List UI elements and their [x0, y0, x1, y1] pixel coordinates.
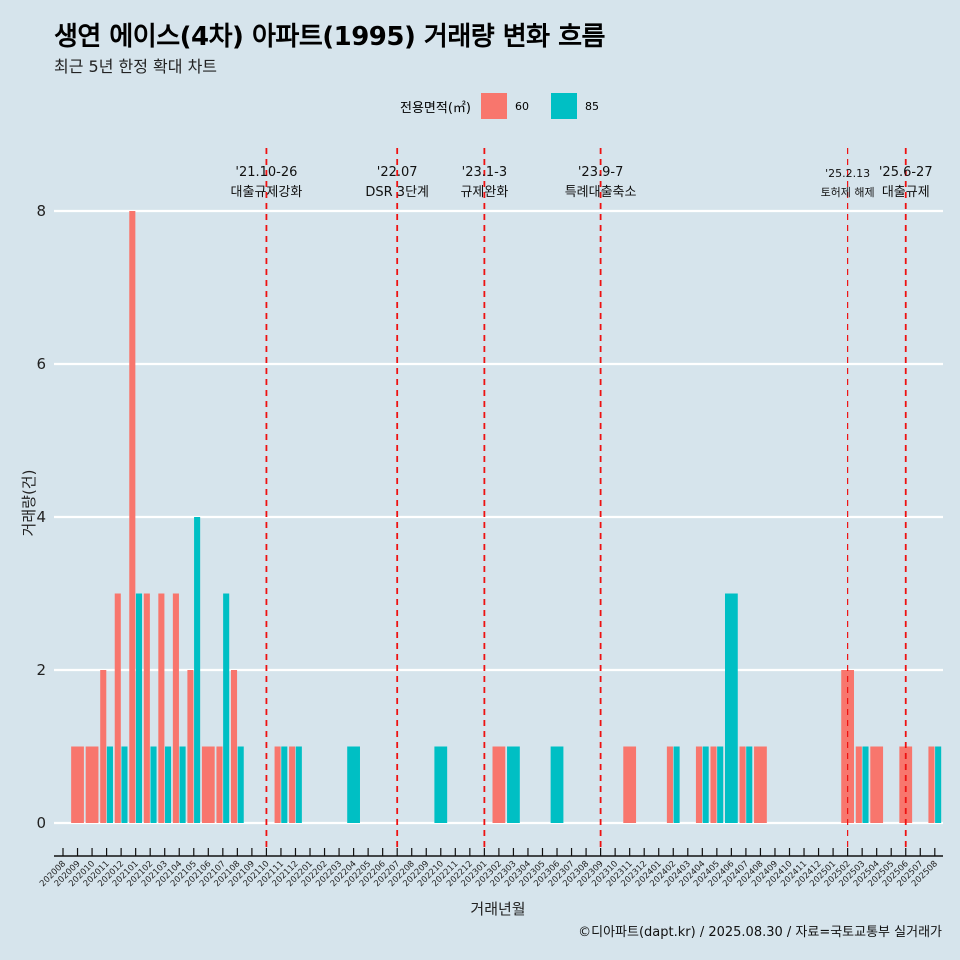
event-label-202110: 대출규제강화	[231, 185, 303, 200]
bar-85-202104	[179, 746, 186, 823]
event-date-202506: '25.6-27	[879, 165, 933, 180]
bar-85-202406	[724, 593, 738, 823]
bar-85-202011	[106, 746, 113, 823]
bar-60-202504	[870, 746, 884, 823]
bar-60-202108	[230, 670, 238, 823]
bar-60-202111	[274, 746, 281, 823]
y-tick-label-0: 0	[36, 814, 46, 832]
bar-60-202106	[201, 746, 215, 823]
event-label-202502: 토허제 해제	[821, 185, 875, 199]
bar-85-202405	[717, 746, 724, 823]
bar-60-202102	[143, 593, 150, 823]
bar-85-202508	[935, 746, 942, 823]
legend: 전용면적(㎡) 60 85	[400, 93, 621, 119]
bar-60-202302	[492, 746, 506, 823]
event-label-202207: DSR 3단계	[365, 185, 429, 200]
event-label-202301: 규제완화	[460, 185, 508, 200]
legend-swatch-85	[550, 93, 577, 119]
bar-60-202506	[899, 746, 913, 823]
chart-title: 생연 에이스(4차) 아파트(1995) 거래량 변화 흐름	[54, 22, 605, 52]
bar-60-202010	[85, 746, 99, 823]
bar-85-202204	[347, 746, 360, 823]
bar-85-202210	[434, 746, 448, 823]
bar-60-202012	[114, 593, 121, 823]
bar-60-202404	[695, 746, 703, 823]
bar-60-202104	[172, 593, 179, 823]
event-date-202502: '25.2.13	[825, 167, 870, 180]
bar-60-202407	[739, 746, 746, 823]
event-date-202110: '21.10-26	[235, 165, 297, 180]
event-label-202309: 특례대출축소	[565, 185, 637, 200]
bar-85-202108	[237, 746, 244, 823]
y-tick-label-6: 6	[36, 355, 46, 373]
bar-85-202407	[746, 746, 753, 823]
bar-60-202105	[187, 670, 194, 823]
y-tick-label-4: 4	[36, 508, 46, 526]
bar-60-202405	[710, 746, 717, 823]
bar-85-202103	[165, 746, 172, 823]
y-tick-label-8: 8	[36, 202, 46, 220]
bar-60-202112	[289, 746, 296, 823]
bar-85-202503	[862, 746, 869, 823]
bar-60-202107	[216, 746, 223, 823]
bar-85-202303	[507, 746, 520, 823]
bar-85-202306	[550, 746, 564, 823]
bar-85-202105	[194, 517, 201, 823]
y-tick-label-2: 2	[36, 661, 46, 679]
bar-85-202102	[150, 746, 157, 823]
event-label-202506: 대출규제	[882, 185, 930, 200]
legend-label-60: 60	[514, 99, 529, 113]
chart-subtitle: 최근 5년 한정 확대 차트	[54, 57, 218, 76]
bar-85-202111	[281, 746, 288, 823]
x-axis-label: 거래년월	[470, 900, 525, 918]
event-date-202301: '23.1-3	[462, 165, 507, 180]
bar-85-202012	[121, 746, 128, 823]
bar-85-202112	[295, 746, 302, 823]
bar-60-202503	[855, 746, 862, 823]
bar-85-202107	[223, 593, 230, 823]
legend-label-85: 85	[584, 99, 599, 113]
bar-60-202508	[928, 746, 935, 823]
bar-85-202402	[673, 746, 680, 823]
event-date-202309: '23.9-7	[578, 165, 623, 180]
legend-swatch-60	[480, 93, 507, 119]
bar-60-202402	[666, 746, 673, 823]
bar-60-202103	[158, 593, 165, 823]
bar-60-202311	[623, 746, 637, 823]
bar-60-202009	[71, 746, 84, 823]
event-date-202207: '22.07	[377, 165, 418, 180]
footer-credit: ©디아파트(dapt.kr) / 2025.08.30 / 자료=국토교통부 실…	[578, 925, 942, 940]
legend-title: 전용면적(㎡)	[400, 100, 471, 116]
bar-60-202011	[100, 670, 107, 823]
bar-85-202404	[702, 746, 709, 823]
bar-60-202408	[754, 746, 767, 823]
y-axis-label: 거래량(건)	[20, 470, 38, 537]
bar-85-202101	[135, 593, 143, 823]
bar-60-202101	[129, 211, 136, 823]
